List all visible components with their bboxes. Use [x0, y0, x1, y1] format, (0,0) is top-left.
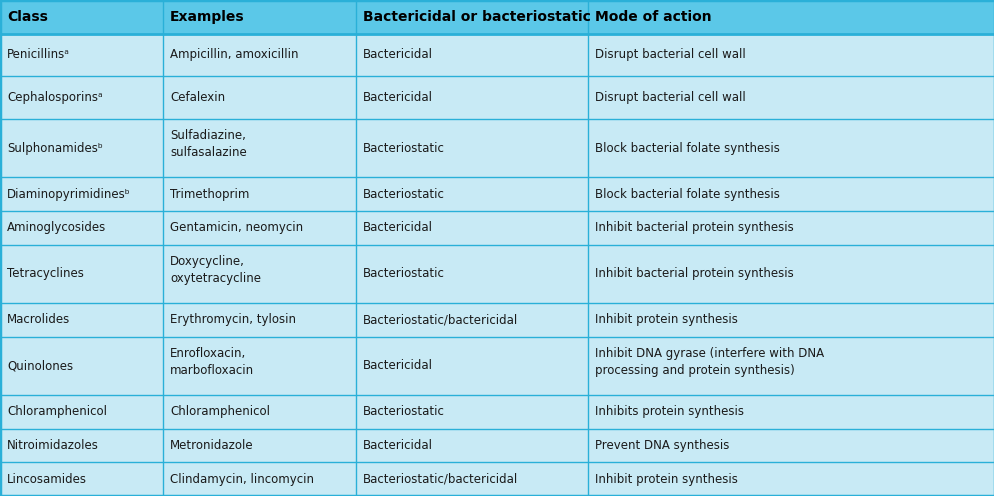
Bar [0, 245, 994, 303]
Text: Prevent DNA synthesis: Prevent DNA synthesis [594, 439, 729, 452]
Bar [0, 429, 994, 462]
Text: Disrupt bacterial cell wall: Disrupt bacterial cell wall [594, 49, 745, 62]
Text: Bactericidal or bacteriostatic: Bactericidal or bacteriostatic [363, 10, 590, 24]
Text: Sulfadiazine,
sulfasalazine: Sulfadiazine, sulfasalazine [170, 129, 247, 159]
Bar [0, 303, 994, 337]
Text: Cephalosporinsᵃ: Cephalosporinsᵃ [7, 91, 102, 104]
Text: Sulphonamidesᵇ: Sulphonamidesᵇ [7, 142, 102, 155]
Text: Trimethoprim: Trimethoprim [170, 187, 249, 201]
Text: Disrupt bacterial cell wall: Disrupt bacterial cell wall [594, 91, 745, 104]
Text: Inhibits protein synthesis: Inhibits protein synthesis [594, 405, 744, 418]
Bar [0, 177, 994, 211]
Text: Chloramphenicol: Chloramphenicol [7, 405, 107, 418]
Text: Erythromycin, tylosin: Erythromycin, tylosin [170, 313, 295, 326]
Text: Inhibit bacterial protein synthesis: Inhibit bacterial protein synthesis [594, 267, 793, 280]
Text: Bactericidal: Bactericidal [363, 91, 432, 104]
Text: Cefalexin: Cefalexin [170, 91, 225, 104]
Text: Bacteriostatic/bactericidal: Bacteriostatic/bactericidal [363, 313, 518, 326]
Bar [0, 0, 994, 34]
Text: Ampicillin, amoxicillin: Ampicillin, amoxicillin [170, 49, 298, 62]
Text: Aminoglycosides: Aminoglycosides [7, 221, 106, 234]
Text: Bactericidal: Bactericidal [363, 49, 432, 62]
Text: Bactericidal: Bactericidal [363, 221, 432, 234]
Bar [0, 76, 994, 119]
Bar [0, 462, 994, 496]
Text: Class: Class [7, 10, 48, 24]
Text: Examples: Examples [170, 10, 245, 24]
Bar [0, 119, 994, 177]
Text: Mode of action: Mode of action [594, 10, 711, 24]
Text: Bactericidal: Bactericidal [363, 439, 432, 452]
Text: Metronidazole: Metronidazole [170, 439, 253, 452]
Text: Gentamicin, neomycin: Gentamicin, neomycin [170, 221, 303, 234]
Text: Inhibit protein synthesis: Inhibit protein synthesis [594, 313, 738, 326]
Text: Diaminopyrimidinesᵇ: Diaminopyrimidinesᵇ [7, 187, 130, 201]
Text: Block bacterial folate synthesis: Block bacterial folate synthesis [594, 142, 779, 155]
Text: Penicillinsᵃ: Penicillinsᵃ [7, 49, 70, 62]
Text: Bactericidal: Bactericidal [363, 359, 432, 372]
Text: Quinolones: Quinolones [7, 359, 73, 372]
Text: Nitroimidazoles: Nitroimidazoles [7, 439, 98, 452]
Text: Enrofloxacin,
marbofloxacin: Enrofloxacin, marbofloxacin [170, 347, 253, 377]
Text: Inhibit bacterial protein synthesis: Inhibit bacterial protein synthesis [594, 221, 793, 234]
Text: Lincosamides: Lincosamides [7, 473, 86, 486]
Text: Doxycycline,
oxytetracycline: Doxycycline, oxytetracycline [170, 255, 260, 285]
Text: Block bacterial folate synthesis: Block bacterial folate synthesis [594, 187, 779, 201]
Bar [0, 395, 994, 429]
Text: Chloramphenicol: Chloramphenicol [170, 405, 269, 418]
Bar [0, 34, 994, 76]
Text: Inhibit protein synthesis: Inhibit protein synthesis [594, 473, 738, 486]
Text: Clindamycin, lincomycin: Clindamycin, lincomycin [170, 473, 314, 486]
Text: Bacteriostatic/bactericidal: Bacteriostatic/bactericidal [363, 473, 518, 486]
Text: Inhibit DNA gyrase (interfere with DNA
processing and protein synthesis): Inhibit DNA gyrase (interfere with DNA p… [594, 347, 823, 377]
Bar [0, 211, 994, 245]
Text: Bacteriostatic: Bacteriostatic [363, 142, 444, 155]
Text: Bacteriostatic: Bacteriostatic [363, 187, 444, 201]
Text: Bacteriostatic: Bacteriostatic [363, 405, 444, 418]
Bar [0, 337, 994, 395]
Text: Bacteriostatic: Bacteriostatic [363, 267, 444, 280]
Text: Macrolides: Macrolides [7, 313, 71, 326]
Text: Tetracyclines: Tetracyclines [7, 267, 83, 280]
